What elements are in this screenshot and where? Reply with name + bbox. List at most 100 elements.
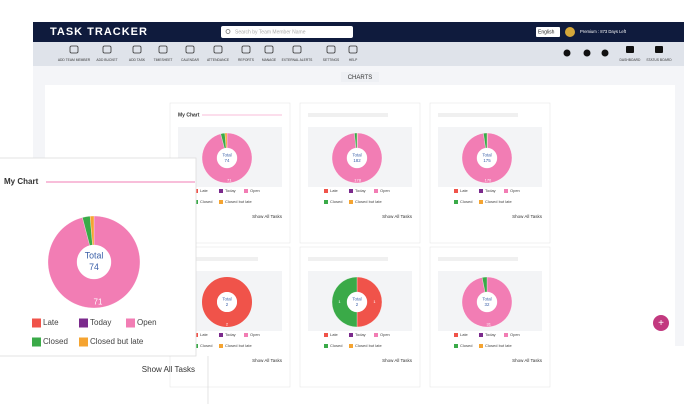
toolbar-icon[interactable] <box>102 45 112 54</box>
show-all-link[interactable]: Show All Tasks <box>252 214 283 219</box>
toolbar-icon[interactable] <box>601 49 609 57</box>
legend-label[interactable]: Closed but late <box>225 343 252 348</box>
legend-label[interactable]: Closed <box>43 337 68 346</box>
toolbar-icon[interactable] <box>655 46 663 53</box>
legend-swatch[interactable] <box>479 344 483 348</box>
title-placeholder <box>438 257 518 261</box>
legend-swatch[interactable] <box>32 318 41 328</box>
search-icon <box>225 29 231 34</box>
toolbar-label: REPORTS <box>238 58 255 62</box>
legend-swatch[interactable] <box>324 189 328 193</box>
legend-label[interactable]: Closed but late <box>485 199 512 204</box>
legend-swatch[interactable] <box>219 344 223 348</box>
legend-label[interactable]: Closed but late <box>355 343 382 348</box>
legend-label[interactable]: Today <box>485 188 496 193</box>
avatar[interactable] <box>565 27 575 37</box>
legend-label[interactable]: Closed but late <box>485 343 512 348</box>
show-all-link[interactable]: Show All Tasks <box>382 214 413 219</box>
legend-swatch[interactable] <box>454 189 458 193</box>
legend-label[interactable]: Closed <box>460 343 472 348</box>
legend-swatch[interactable] <box>349 189 353 193</box>
legend-swatch[interactable] <box>454 333 458 337</box>
legend-swatch[interactable] <box>219 200 223 204</box>
legend-label[interactable]: Late <box>43 318 59 327</box>
toolbar-icon[interactable] <box>69 45 79 54</box>
legend-swatch[interactable] <box>374 189 378 193</box>
legend-label[interactable]: Closed <box>460 199 472 204</box>
legend-swatch[interactable] <box>479 333 483 337</box>
legend-label[interactable]: Open <box>510 332 520 337</box>
legend-label[interactable]: Closed but late <box>90 337 144 346</box>
legend-label[interactable]: Closed but late <box>355 199 382 204</box>
legend-label[interactable]: Late <box>330 332 339 337</box>
legend-swatch[interactable] <box>324 344 328 348</box>
logo[interactable]: TASK TRACKER <box>50 26 148 38</box>
legend-swatch[interactable] <box>479 189 483 193</box>
legend-label[interactable]: Open <box>250 188 260 193</box>
show-all-link[interactable]: Show All Tasks <box>252 358 283 363</box>
language-select[interactable] <box>536 27 560 37</box>
legend-swatch[interactable] <box>349 200 353 204</box>
legend-label[interactable]: Late <box>460 188 469 193</box>
legend-label[interactable]: Open <box>380 188 390 193</box>
fab[interactable] <box>653 315 669 331</box>
legend-swatch[interactable] <box>126 318 135 328</box>
legend-label[interactable]: Late <box>200 332 209 337</box>
show-all-link[interactable]: Show All Tasks <box>512 214 543 219</box>
legend-swatch[interactable] <box>349 333 353 337</box>
toolbar-icon[interactable] <box>563 49 571 57</box>
toolbar-icon[interactable] <box>292 45 302 54</box>
toolbar-icon[interactable] <box>132 45 142 54</box>
toolbar-icon[interactable] <box>583 49 591 57</box>
legend-label[interactable]: Open <box>137 318 157 327</box>
toolbar-icon[interactable] <box>185 45 195 54</box>
legend-label[interactable]: Today <box>485 332 496 337</box>
toolbar-icon[interactable] <box>264 45 274 54</box>
legend-label[interactable]: Closed <box>330 343 342 348</box>
legend-swatch[interactable] <box>324 200 328 204</box>
toolbar-icon[interactable] <box>348 45 358 54</box>
legend-swatch[interactable] <box>454 344 458 348</box>
legend-label[interactable]: Closed <box>200 199 212 204</box>
legend-swatch[interactable] <box>79 337 88 347</box>
show-all-link[interactable]: Show All Tasks <box>512 358 543 363</box>
toolbar-icon[interactable] <box>158 45 168 54</box>
legend-label[interactable]: Open <box>510 188 520 193</box>
legend-label[interactable]: Closed but late <box>225 199 252 204</box>
show-all-link[interactable]: Show All Tasks <box>382 358 413 363</box>
legend-label[interactable]: Late <box>460 332 469 337</box>
legend-label[interactable]: Today <box>355 188 366 193</box>
show-all-link[interactable]: Show All Tasks <box>142 365 195 374</box>
card-title: My Chart <box>4 177 39 186</box>
legend-label[interactable]: Closed <box>330 199 342 204</box>
total-label: Total <box>352 296 361 301</box>
legend-label[interactable]: Closed <box>200 343 212 348</box>
segment-label: 170 <box>485 178 492 183</box>
legend-swatch[interactable] <box>349 344 353 348</box>
legend-swatch[interactable] <box>79 318 88 328</box>
search-box[interactable] <box>221 26 353 38</box>
toolbar-icon[interactable] <box>326 45 336 54</box>
legend-swatch[interactable] <box>244 189 248 193</box>
legend-swatch[interactable] <box>454 200 458 204</box>
toolbar-icon[interactable] <box>241 45 251 54</box>
legend-label[interactable]: Today <box>355 332 366 337</box>
legend-label[interactable]: Today <box>225 332 236 337</box>
legend-label[interactable]: Open <box>380 332 390 337</box>
legend-label[interactable]: Late <box>330 188 339 193</box>
legend-label[interactable]: Late <box>200 188 209 193</box>
toolbar-icon[interactable] <box>213 45 223 54</box>
legend-label[interactable]: Open <box>250 332 260 337</box>
legend-swatch[interactable] <box>504 189 508 193</box>
legend-swatch[interactable] <box>479 200 483 204</box>
toolbar-icon[interactable] <box>626 46 634 53</box>
legend-swatch[interactable] <box>219 333 223 337</box>
legend-swatch[interactable] <box>504 333 508 337</box>
legend-swatch[interactable] <box>244 333 248 337</box>
legend-label[interactable]: Today <box>225 188 236 193</box>
legend-swatch[interactable] <box>219 189 223 193</box>
legend-swatch[interactable] <box>32 337 41 347</box>
legend-swatch[interactable] <box>324 333 328 337</box>
legend-swatch[interactable] <box>374 333 378 337</box>
legend-label[interactable]: Today <box>90 318 111 327</box>
